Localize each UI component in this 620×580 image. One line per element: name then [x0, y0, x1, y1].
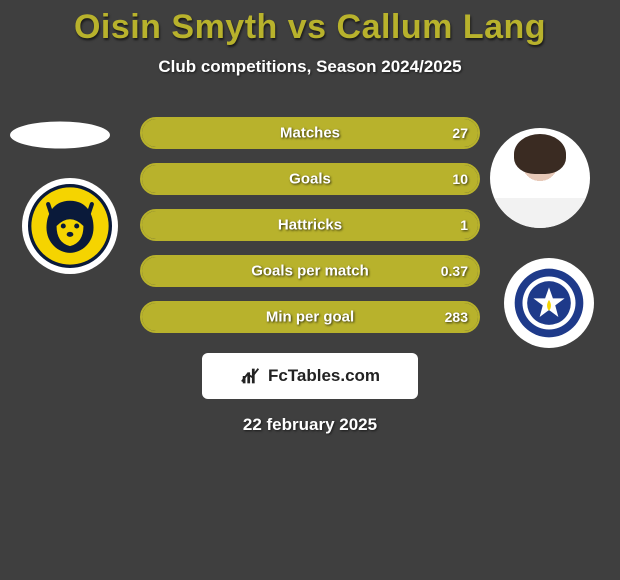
- player2-shirt: [490, 198, 590, 228]
- stat-fill-left: [142, 165, 149, 193]
- portsmouth-icon: [510, 264, 588, 342]
- stat-value-right: 10: [452, 171, 468, 187]
- stat-row: Matches 27: [140, 117, 480, 149]
- stat-label: Min per goal: [266, 309, 354, 326]
- stat-fill-left: [142, 257, 149, 285]
- date-text: 22 february 2025: [0, 415, 620, 435]
- player2-hair: [514, 134, 566, 174]
- page-title: Oisin Smyth vs Callum Lang: [0, 0, 620, 47]
- player2-photo: [490, 128, 590, 228]
- stat-fill-left: [142, 211, 149, 239]
- branding-box: FcTables.com: [202, 353, 418, 399]
- stat-row: Goals per match 0.37: [140, 255, 480, 287]
- player1-photo: [10, 122, 110, 149]
- stat-row: Goals 10: [140, 163, 480, 195]
- stat-value-right: 0.37: [441, 263, 468, 279]
- stat-value-right: 27: [452, 125, 468, 141]
- branding-text: FcTables.com: [268, 366, 380, 386]
- stat-label: Goals per match: [251, 263, 369, 280]
- stat-value-right: 283: [445, 309, 468, 325]
- stat-row: Hattricks 1: [140, 209, 480, 241]
- stat-fill-left: [142, 119, 149, 147]
- player2-club-logo: [504, 258, 594, 348]
- oxford-united-icon: [28, 184, 112, 268]
- stat-label: Hattricks: [278, 217, 342, 234]
- player1-club-logo: [22, 178, 118, 274]
- chart-icon: [240, 365, 262, 387]
- stat-fill-left: [142, 303, 149, 331]
- stats-rows: Matches 27 Goals 10 Hattricks 1 Goals per matc…: [140, 117, 480, 333]
- stat-label: Matches: [280, 125, 340, 142]
- subtitle: Club competitions, Season 2024/2025: [0, 57, 620, 77]
- stat-label: Goals: [289, 171, 331, 188]
- stat-value-right: 1: [460, 217, 468, 233]
- stat-row: Min per goal 283: [140, 301, 480, 333]
